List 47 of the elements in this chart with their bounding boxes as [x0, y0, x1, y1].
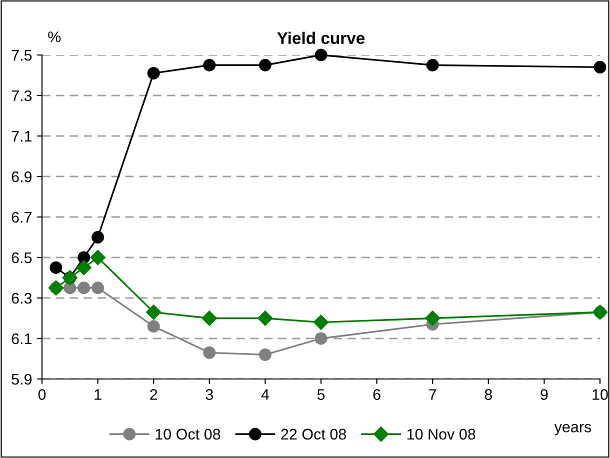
point	[76, 260, 92, 276]
point	[314, 48, 328, 62]
y-tick-label: 7.1	[12, 131, 32, 142]
legend-label: 10 Nov 08	[407, 428, 476, 440]
point	[202, 310, 217, 326]
point	[425, 310, 440, 326]
point	[147, 320, 160, 333]
point	[313, 314, 329, 330]
point	[90, 250, 106, 266]
y-tick-label: 6.5	[12, 252, 32, 264]
legend-label: 22 Oct 08	[281, 428, 346, 440]
y-axis-title: %	[48, 32, 61, 42]
x-tick-label: 9	[540, 389, 548, 400]
y-tick-label: 6.9	[12, 171, 32, 182]
point	[258, 310, 273, 326]
x-tick-label: 2	[150, 389, 158, 400]
point	[314, 332, 328, 345]
x-tick-label: 6	[373, 389, 380, 400]
point	[50, 261, 62, 274]
y-tick-label: 6.7	[12, 212, 32, 223]
point	[92, 231, 104, 244]
y-tick-label: 7.5	[12, 50, 32, 61]
point	[203, 58, 216, 72]
point	[146, 304, 162, 320]
point	[92, 282, 104, 294]
point	[147, 66, 160, 80]
x-tick-label: 7	[429, 389, 436, 400]
y-tick-label: 6.1	[12, 333, 32, 344]
x-tick-label: 5	[317, 389, 325, 400]
point	[258, 58, 272, 72]
x-tick-label: 8	[484, 389, 492, 400]
point	[258, 348, 272, 361]
point	[426, 58, 439, 72]
y-tick-label: 7.3	[12, 90, 32, 102]
x-tick-label: 10	[592, 389, 608, 400]
x-tick-label: 4	[261, 389, 269, 400]
x-tick-label: 1	[94, 389, 102, 400]
legend-label: 10 Oct 08	[156, 428, 220, 440]
x-tick-label: 0	[38, 389, 46, 400]
point	[203, 346, 216, 359]
x-axis-title: years	[554, 424, 592, 436]
y-tick-label: 6.3	[12, 292, 32, 304]
point	[594, 60, 606, 74]
y-tick-label: 5.9	[12, 374, 32, 385]
chart-title: Yield curve	[277, 32, 365, 44]
point	[78, 282, 90, 294]
x-tick-label: 3	[206, 389, 213, 400]
